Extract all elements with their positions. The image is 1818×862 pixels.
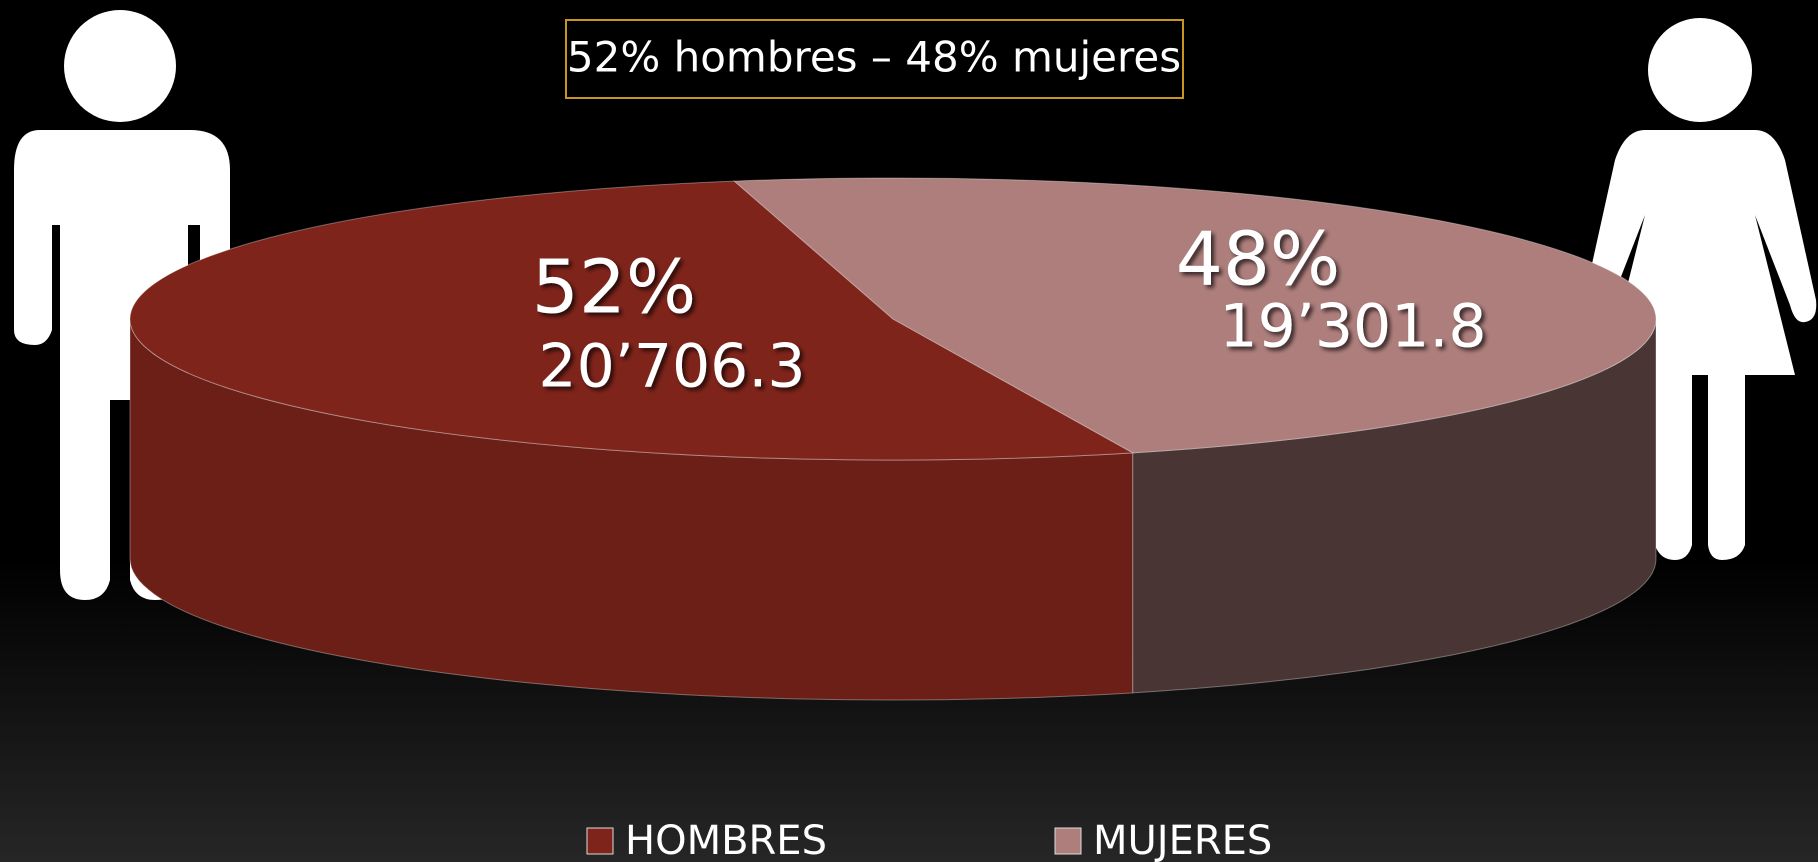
chart-title: 52% hombres – 48% mujeres [567,33,1181,82]
legend-label: HOMBRES [625,818,827,862]
title-box [565,19,1184,99]
slice [733,177,1657,454]
percent-label: 48% [1176,217,1340,303]
legend-swatch [1054,827,1082,855]
woman-icon [1583,18,1817,560]
slice [129,180,1135,461]
legend-label: MUJERES [1093,818,1272,862]
legend-swatch [586,827,614,855]
amount-label: 20’706.3 [538,332,805,402]
amount-label: 19’301.8 [1219,292,1486,362]
pie [129,177,1657,701]
percent-label: 52% [532,245,696,331]
